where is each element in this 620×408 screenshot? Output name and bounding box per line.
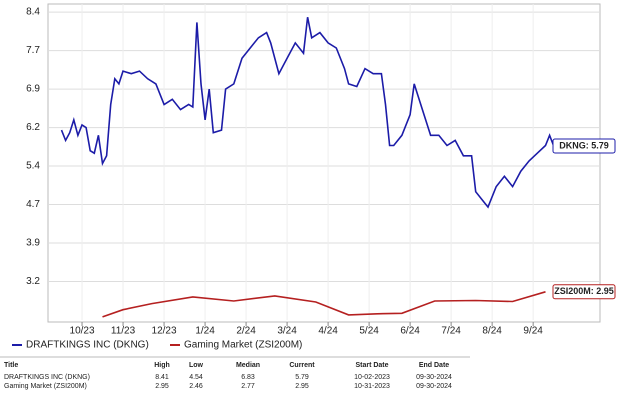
table-cell: 2.95	[295, 383, 309, 390]
data-table: Title High Low Median Current Start Date End D…	[0, 356, 470, 390]
x-tick-label: 7/24	[441, 326, 461, 337]
table-cell: Gaming Market (ZSI200M)	[4, 383, 87, 390]
y-tick-label: 6.9	[26, 84, 40, 95]
y-tick-label: 4.7	[26, 199, 40, 210]
table-cell: DRAFTKINGS INC (DKNG)	[4, 374, 90, 381]
y-tick-label: 3.9	[26, 238, 40, 249]
table-cell: 09-30-2024	[416, 374, 452, 381]
table-cell: 4.54	[189, 374, 203, 381]
table-cell: 5.79	[295, 374, 309, 381]
y-tick-label: 5.4	[26, 161, 40, 172]
end-label-box	[552, 284, 616, 300]
plot-frame	[47, 3, 601, 323]
table-cell: 10-02-2023	[354, 374, 390, 381]
x-tick-label: 1/24	[195, 326, 215, 337]
y-tick-label: 8.4	[26, 7, 40, 18]
table-header: Low	[189, 362, 204, 369]
x-tick-label: 3/24	[277, 326, 297, 337]
table-header: End Date	[419, 362, 449, 369]
x-tick-label: 5/24	[359, 326, 379, 337]
table-header: Current	[289, 362, 315, 369]
table-header: High	[154, 362, 170, 369]
legend-label: Gaming Market (ZSI200M)	[184, 340, 302, 351]
table-cell: 2.46	[189, 383, 203, 390]
table-cell: 8.41	[155, 374, 169, 381]
y-tick-label: 3.2	[26, 276, 40, 287]
x-tick-label: 8/24	[482, 326, 502, 337]
end-label: DKNG: 5.79	[559, 140, 609, 150]
table-cell: 2.77	[241, 383, 255, 390]
x-tick-label: 9/24	[523, 326, 543, 337]
end-label-box	[552, 138, 616, 154]
x-tick-label: 10/23	[70, 326, 95, 337]
x-tick-label: 4/24	[318, 326, 338, 337]
table-header: Start Date	[355, 362, 388, 369]
y-tick-label: 6.2	[26, 122, 40, 133]
x-tick-label: 12/23	[152, 326, 177, 337]
series-line	[60, 17, 555, 209]
end-label: ZSI200M: 2.95	[554, 286, 614, 296]
table-cell: 10-31-2023	[354, 383, 390, 390]
series-line	[102, 291, 546, 318]
table-cell: 09-30-2024	[416, 383, 452, 390]
x-tick-label: 2/24	[236, 326, 256, 337]
table-cell: 6.83	[241, 374, 255, 381]
legend-label: DRAFTKINGS INC (DKNG)	[26, 340, 149, 351]
x-tick-label: 11/23	[111, 326, 136, 337]
y-tick-label: 7.7	[26, 45, 40, 56]
table-cell: 2.95	[155, 383, 169, 390]
table-header: Median	[236, 362, 260, 369]
table-header: Title	[4, 362, 18, 369]
x-tick-label: 6/24	[400, 326, 420, 337]
